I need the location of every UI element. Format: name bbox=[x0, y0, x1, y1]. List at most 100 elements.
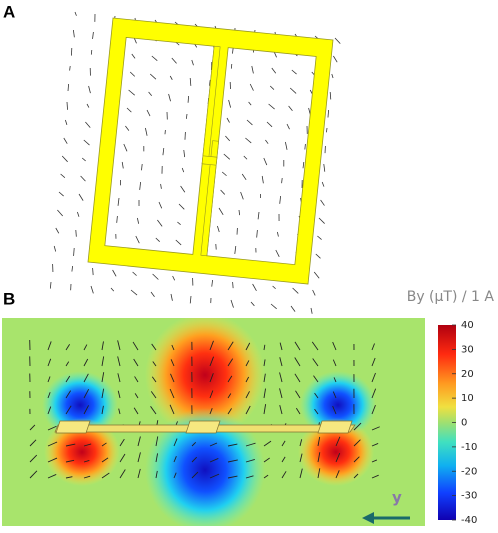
field-arrow bbox=[149, 73, 157, 80]
colorbar bbox=[438, 325, 456, 520]
field-arrow bbox=[180, 185, 186, 193]
field-arrow bbox=[129, 71, 136, 77]
field-arrow bbox=[151, 376, 157, 383]
field-arrow bbox=[152, 273, 159, 280]
field-arrow bbox=[245, 442, 256, 447]
field-arrow bbox=[227, 393, 232, 399]
field-arrow bbox=[318, 217, 325, 224]
field-arrow bbox=[71, 265, 73, 272]
coil-pad bbox=[185, 420, 221, 434]
field-arrow bbox=[83, 460, 90, 463]
field-arrow bbox=[47, 473, 57, 479]
field-arrow bbox=[245, 405, 251, 415]
field-arrow bbox=[191, 59, 194, 66]
field-arrow bbox=[119, 438, 125, 447]
field-arrow bbox=[65, 119, 68, 126]
field-arrow bbox=[332, 405, 337, 415]
field-arrow bbox=[371, 372, 376, 383]
field-arrow bbox=[285, 141, 288, 150]
field-arrow bbox=[150, 391, 157, 399]
field-arrow bbox=[218, 207, 224, 216]
field-arrow bbox=[323, 163, 326, 172]
field-arrow bbox=[245, 458, 255, 463]
field-arrow bbox=[29, 439, 37, 447]
field-arrow bbox=[151, 343, 157, 351]
field-arrow bbox=[47, 358, 52, 367]
field-arrow bbox=[49, 281, 52, 289]
field-arrow bbox=[371, 343, 375, 351]
field-arrow bbox=[299, 439, 303, 447]
field-arrow bbox=[332, 359, 337, 367]
field-arrow bbox=[47, 392, 51, 399]
field-arrow bbox=[112, 269, 117, 277]
field-arrow bbox=[315, 253, 321, 259]
field-arrow bbox=[353, 456, 360, 463]
field-arrow bbox=[74, 11, 77, 16]
field-arrow bbox=[65, 405, 72, 415]
field-arrow bbox=[177, 221, 181, 226]
field-arrow bbox=[332, 391, 337, 399]
field-arrow bbox=[169, 75, 173, 80]
colorbar-tick-label: 0 bbox=[461, 418, 467, 429]
field-arrow bbox=[227, 475, 238, 479]
colorbar-tick-label: -10 bbox=[461, 442, 477, 453]
field-arrow bbox=[290, 305, 296, 312]
field-arrow bbox=[47, 441, 58, 447]
field-arrow bbox=[317, 235, 322, 240]
field-arrow bbox=[137, 217, 140, 224]
field-arrow bbox=[83, 389, 90, 399]
field-arrow bbox=[251, 65, 254, 74]
field-arrow bbox=[150, 291, 155, 297]
field-arrow bbox=[226, 117, 230, 123]
field-arrow bbox=[263, 157, 268, 166]
field-arrow bbox=[47, 406, 52, 415]
field-arrow bbox=[83, 443, 92, 447]
field-arrow bbox=[238, 209, 240, 216]
field-arrow bbox=[220, 189, 226, 195]
field-arrow bbox=[265, 139, 269, 144]
field-arrow bbox=[230, 299, 234, 308]
field-arrow bbox=[320, 199, 325, 206]
field-arrow bbox=[326, 127, 328, 133]
field-arrow bbox=[275, 249, 280, 258]
field-arrow bbox=[234, 245, 237, 254]
field-arrow bbox=[92, 31, 94, 39]
field-arrow bbox=[312, 358, 319, 367]
field-arrow bbox=[92, 267, 94, 276]
field-arrow bbox=[47, 376, 51, 383]
field-arrow bbox=[263, 359, 266, 367]
heatmap bbox=[2, 318, 425, 526]
field-arrow bbox=[101, 405, 104, 415]
field-arrow bbox=[47, 341, 52, 351]
field-arrow bbox=[289, 87, 297, 94]
field-arrow bbox=[295, 390, 301, 399]
field-arrow bbox=[227, 443, 238, 447]
field-arrow bbox=[133, 407, 139, 415]
field-arrow bbox=[65, 476, 73, 479]
field-arrow bbox=[263, 440, 272, 447]
axis-arrowhead bbox=[362, 512, 374, 524]
field-arrow bbox=[313, 271, 320, 279]
field-arrow bbox=[155, 237, 160, 242]
colorbar-tick-label: -30 bbox=[461, 491, 477, 502]
field-arrow bbox=[101, 442, 107, 447]
colorbar-tick-label: 30 bbox=[461, 344, 474, 355]
field-arrow bbox=[53, 245, 57, 252]
field-arrow bbox=[65, 443, 76, 447]
field-arrow bbox=[313, 375, 319, 383]
field-arrow bbox=[245, 391, 250, 399]
field-arrow bbox=[83, 344, 88, 351]
field-arrow bbox=[281, 456, 286, 463]
field-arrow bbox=[223, 153, 231, 160]
field-arrow bbox=[288, 105, 293, 111]
field-arrow bbox=[227, 408, 232, 415]
field-arrow bbox=[137, 452, 141, 463]
field-arrow bbox=[246, 119, 253, 126]
field-arrow bbox=[256, 229, 258, 238]
field-arrow bbox=[321, 181, 325, 187]
field-arrow bbox=[83, 358, 89, 367]
field-arrow bbox=[334, 37, 341, 44]
field-arrow bbox=[47, 457, 58, 463]
field-arrow bbox=[132, 341, 139, 351]
field-arrow bbox=[101, 472, 110, 479]
